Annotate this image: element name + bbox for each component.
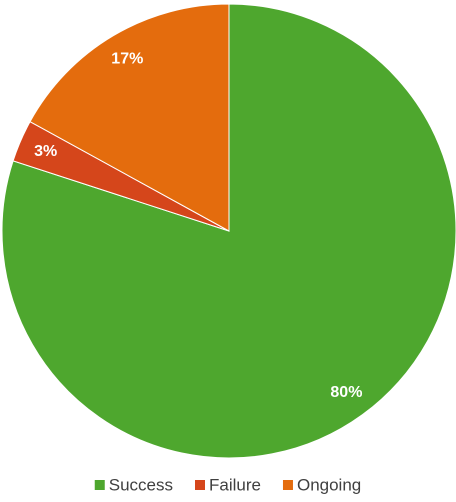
legend-marker — [282, 480, 293, 490]
data-label: 17% — [111, 50, 143, 67]
data-label: 80% — [330, 384, 362, 401]
legend-marker — [94, 480, 105, 490]
legend-marker — [195, 480, 205, 490]
legend-label: Failure — [209, 475, 261, 494]
data-label: 3% — [34, 143, 57, 160]
pie-slice — [29, 3, 230, 232]
legend-label: Success — [109, 475, 173, 494]
legend-label: Ongoing — [297, 475, 361, 494]
